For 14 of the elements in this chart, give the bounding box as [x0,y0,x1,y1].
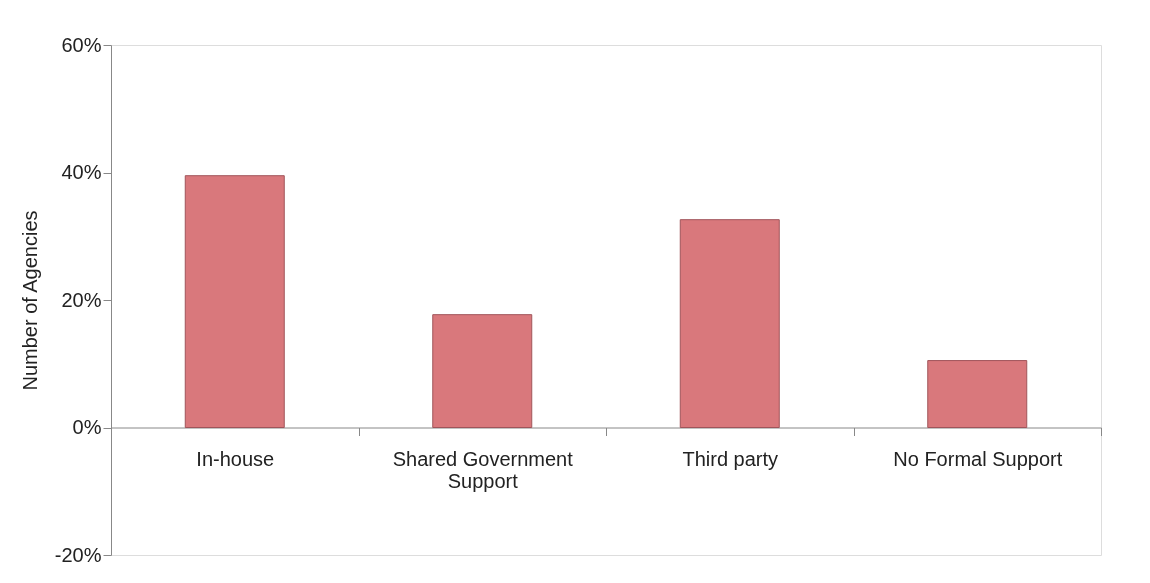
bar [432,314,533,428]
x-tick-label: No Formal Support [893,448,1063,470]
x-tick-label: Third party [682,448,779,470]
x-tick-label: Shared Government Support [392,448,574,492]
y-tick-label: 20% [61,288,102,311]
y-tick-label: 40% [61,161,102,183]
x-tick-label: In-house [196,448,275,470]
y-tick-label: 60% [61,33,102,56]
bar [184,175,285,428]
y-tick-label: -20% [54,543,102,566]
y-tick-label: 0% [72,416,102,438]
bar [679,219,780,428]
y-axis-title: Number of Agencies [18,210,41,391]
bar [927,360,1028,428]
